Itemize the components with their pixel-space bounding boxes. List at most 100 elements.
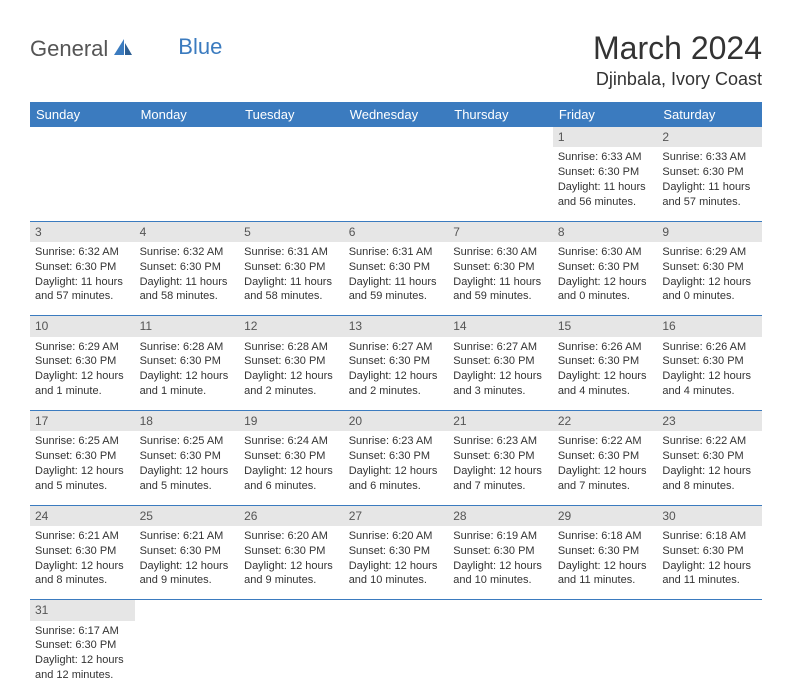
day-number-cell: 31 (30, 600, 135, 621)
day-number-cell: 1 (553, 127, 658, 147)
daylight-text: Daylight: 12 hours and 11 minutes. (558, 559, 653, 589)
sunset-text: Sunset: 6:30 PM (244, 449, 339, 464)
sunset-text: Sunset: 6:30 PM (558, 354, 653, 369)
sunset-text: Sunset: 6:30 PM (453, 354, 548, 369)
day-number-cell: 27 (344, 505, 449, 526)
sunrise-text: Sunrise: 6:26 AM (558, 340, 653, 355)
day-details-cell: Sunrise: 6:20 AMSunset: 6:30 PMDaylight:… (239, 526, 344, 600)
daylight-text: Daylight: 12 hours and 7 minutes. (558, 464, 653, 494)
day-details-cell (657, 621, 762, 695)
day-number-cell: 24 (30, 505, 135, 526)
sunrise-text: Sunrise: 6:28 AM (140, 340, 235, 355)
sail-icon (112, 37, 134, 62)
daylight-text: Daylight: 12 hours and 7 minutes. (453, 464, 548, 494)
day-number-cell (239, 127, 344, 147)
day-details-cell: Sunrise: 6:21 AMSunset: 6:30 PMDaylight:… (135, 526, 240, 600)
day-details-cell (135, 621, 240, 695)
day-details-cell: Sunrise: 6:27 AMSunset: 6:30 PMDaylight:… (344, 337, 449, 411)
daylight-text: Daylight: 12 hours and 9 minutes. (140, 559, 235, 589)
daylight-text: Daylight: 12 hours and 0 minutes. (558, 275, 653, 305)
day-number-cell: 20 (344, 411, 449, 432)
sunrise-text: Sunrise: 6:33 AM (662, 150, 757, 165)
sunrise-text: Sunrise: 6:29 AM (662, 245, 757, 260)
daylight-text: Daylight: 12 hours and 1 minute. (35, 369, 130, 399)
sunrise-text: Sunrise: 6:31 AM (349, 245, 444, 260)
day-number-cell: 9 (657, 221, 762, 242)
daylight-text: Daylight: 11 hours and 58 minutes. (244, 275, 339, 305)
day-details-cell: Sunrise: 6:29 AMSunset: 6:30 PMDaylight:… (657, 242, 762, 316)
logo: General Blue (30, 36, 222, 62)
sunrise-text: Sunrise: 6:23 AM (453, 434, 548, 449)
day-details-cell: Sunrise: 6:22 AMSunset: 6:30 PMDaylight:… (657, 431, 762, 505)
day-details-cell (553, 621, 658, 695)
day-number-cell: 11 (135, 316, 240, 337)
calendar-table: SundayMondayTuesdayWednesdayThursdayFrid… (30, 102, 762, 695)
day-details-cell (239, 621, 344, 695)
day-number-cell: 12 (239, 316, 344, 337)
sunset-text: Sunset: 6:30 PM (244, 260, 339, 275)
day-details-cell: Sunrise: 6:33 AMSunset: 6:30 PMDaylight:… (657, 147, 762, 221)
day-details-cell (344, 621, 449, 695)
daylight-text: Daylight: 12 hours and 1 minute. (140, 369, 235, 399)
day-details-row: Sunrise: 6:29 AMSunset: 6:30 PMDaylight:… (30, 337, 762, 411)
day-details-cell: Sunrise: 6:20 AMSunset: 6:30 PMDaylight:… (344, 526, 449, 600)
location: Djinbala, Ivory Coast (593, 69, 762, 90)
sunset-text: Sunset: 6:30 PM (662, 354, 757, 369)
sunrise-text: Sunrise: 6:32 AM (35, 245, 130, 260)
day-number-cell: 7 (448, 221, 553, 242)
day-number-cell (448, 127, 553, 147)
sunrise-text: Sunrise: 6:22 AM (558, 434, 653, 449)
day-number-cell: 29 (553, 505, 658, 526)
day-number-cell: 22 (553, 411, 658, 432)
day-number-cell (135, 127, 240, 147)
day-details-cell: Sunrise: 6:26 AMSunset: 6:30 PMDaylight:… (657, 337, 762, 411)
day-details-cell (239, 147, 344, 221)
sunrise-text: Sunrise: 6:29 AM (35, 340, 130, 355)
day-number-cell (448, 600, 553, 621)
day-details-cell: Sunrise: 6:23 AMSunset: 6:30 PMDaylight:… (344, 431, 449, 505)
day-details-cell: Sunrise: 6:26 AMSunset: 6:30 PMDaylight:… (553, 337, 658, 411)
daylight-text: Daylight: 12 hours and 9 minutes. (244, 559, 339, 589)
day-details-cell: Sunrise: 6:18 AMSunset: 6:30 PMDaylight:… (657, 526, 762, 600)
sunrise-text: Sunrise: 6:19 AM (453, 529, 548, 544)
sunrise-text: Sunrise: 6:22 AM (662, 434, 757, 449)
day-number-cell: 18 (135, 411, 240, 432)
day-details-cell: Sunrise: 6:33 AMSunset: 6:30 PMDaylight:… (553, 147, 658, 221)
day-number-cell: 25 (135, 505, 240, 526)
day-details-cell (135, 147, 240, 221)
day-details-cell: Sunrise: 6:21 AMSunset: 6:30 PMDaylight:… (30, 526, 135, 600)
day-number-cell: 26 (239, 505, 344, 526)
day-details-cell: Sunrise: 6:19 AMSunset: 6:30 PMDaylight:… (448, 526, 553, 600)
daylight-text: Daylight: 11 hours and 59 minutes. (349, 275, 444, 305)
sunset-text: Sunset: 6:30 PM (140, 544, 235, 559)
daylight-text: Daylight: 12 hours and 4 minutes. (662, 369, 757, 399)
sunrise-text: Sunrise: 6:31 AM (244, 245, 339, 260)
sunset-text: Sunset: 6:30 PM (558, 544, 653, 559)
sunset-text: Sunset: 6:30 PM (349, 260, 444, 275)
day-number-cell: 23 (657, 411, 762, 432)
title-block: March 2024 Djinbala, Ivory Coast (593, 30, 762, 90)
day-number-cell: 19 (239, 411, 344, 432)
day-number-row: 17181920212223 (30, 411, 762, 432)
sunset-text: Sunset: 6:30 PM (35, 544, 130, 559)
day-details-row: Sunrise: 6:25 AMSunset: 6:30 PMDaylight:… (30, 431, 762, 505)
sunset-text: Sunset: 6:30 PM (662, 449, 757, 464)
weekday-header: Wednesday (344, 102, 449, 127)
daylight-text: Daylight: 11 hours and 59 minutes. (453, 275, 548, 305)
day-number-cell: 8 (553, 221, 658, 242)
day-number-row: 24252627282930 (30, 505, 762, 526)
daylight-text: Daylight: 11 hours and 58 minutes. (140, 275, 235, 305)
day-details-row: Sunrise: 6:21 AMSunset: 6:30 PMDaylight:… (30, 526, 762, 600)
sunrise-text: Sunrise: 6:27 AM (453, 340, 548, 355)
day-details-cell: Sunrise: 6:32 AMSunset: 6:30 PMDaylight:… (135, 242, 240, 316)
day-number-cell: 4 (135, 221, 240, 242)
day-details-cell: Sunrise: 6:22 AMSunset: 6:30 PMDaylight:… (553, 431, 658, 505)
day-number-cell: 14 (448, 316, 553, 337)
daylight-text: Daylight: 12 hours and 6 minutes. (244, 464, 339, 494)
sunrise-text: Sunrise: 6:20 AM (244, 529, 339, 544)
sunset-text: Sunset: 6:30 PM (244, 354, 339, 369)
day-details-row: Sunrise: 6:32 AMSunset: 6:30 PMDaylight:… (30, 242, 762, 316)
day-details-cell (344, 147, 449, 221)
sunset-text: Sunset: 6:30 PM (140, 449, 235, 464)
logo-text-general: General (30, 36, 108, 62)
